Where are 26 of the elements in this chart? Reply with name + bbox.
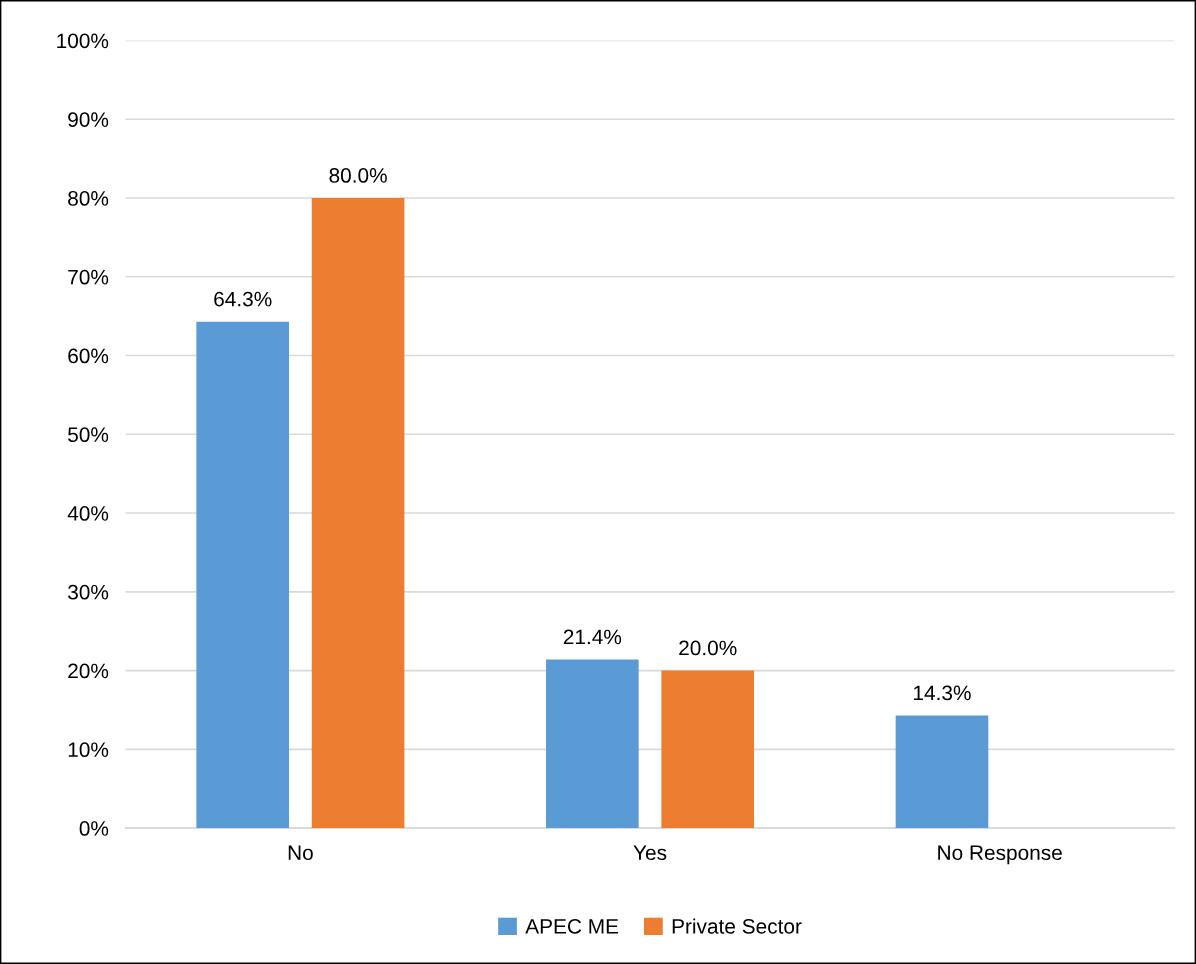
y-tick-label: 90% [68,112,109,127]
bar [311,198,405,829]
bar [895,715,989,829]
y-tick-label: 100% [57,33,109,49]
bar [196,321,290,829]
x-tick-label: No [288,845,313,861]
y-tick-label: 40% [67,506,109,521]
y-tick-label: 0% [79,821,109,836]
x-tick-label: No Response [938,845,1062,865]
y-tick-label: 20% [68,663,109,679]
y-tick-label: 70% [68,269,109,285]
data-label: 64.3% [214,291,272,307]
y-tick-label: 10% [68,742,109,758]
data-label: 20.0% [679,640,737,656]
y-tick-label: 60% [68,348,109,364]
legend-label: APEC ME [525,918,619,934]
bar [661,670,755,829]
data-label: 80.0% [329,168,387,183]
legend-label: Private Sector [672,918,802,934]
y-tick-label: 80% [68,191,109,206]
bar [546,659,639,829]
data-label: 14.3% [914,685,971,701]
data-label: 21.4% [563,629,622,645]
x-tick-label: Yes [633,845,667,861]
y-tick-label: 50% [68,427,109,443]
y-tick-label: 30% [68,584,109,600]
